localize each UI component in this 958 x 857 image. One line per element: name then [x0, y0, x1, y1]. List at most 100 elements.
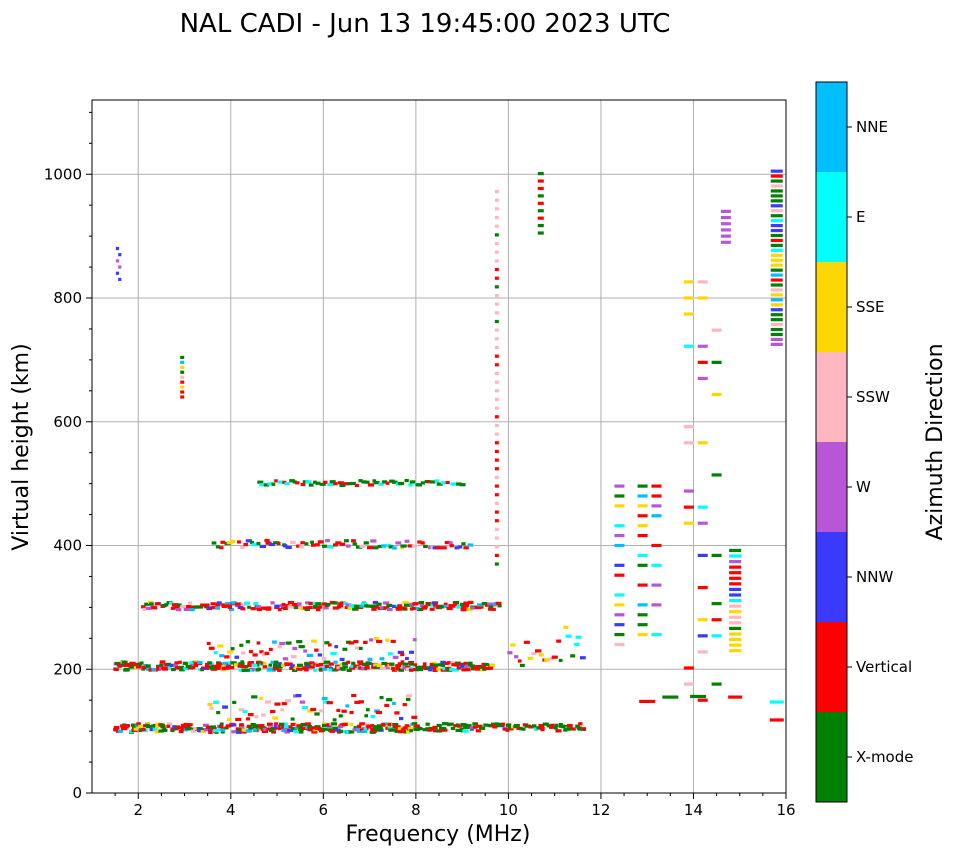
- echo-dash: [246, 717, 250, 721]
- echo-dash: [683, 441, 694, 445]
- echo-dash: [398, 716, 404, 721]
- echo-dash: [268, 663, 273, 667]
- x-tick-label: 4: [226, 801, 236, 819]
- echo-dash: [251, 663, 258, 667]
- echo-dash: [510, 643, 516, 647]
- echo-dash: [446, 606, 453, 611]
- echo-dash: [373, 481, 380, 485]
- echo-dash: [394, 729, 400, 733]
- echo-dash: [463, 601, 470, 605]
- colorbar-frame: [815, 81, 848, 803]
- echo-dash: [491, 723, 496, 728]
- echo-dash: [651, 484, 662, 488]
- echo-dash: [697, 296, 708, 300]
- echo-dash: [287, 600, 295, 605]
- echo-dash: [435, 729, 442, 733]
- echo-dash: [169, 663, 175, 667]
- echo-dash: [494, 389, 499, 393]
- echo-dash: [349, 723, 354, 727]
- echo-dash: [216, 711, 221, 715]
- echo-dash: [339, 542, 346, 546]
- echo-dash: [348, 730, 355, 734]
- echo-dash: [494, 536, 499, 540]
- echo-dash: [238, 708, 245, 712]
- echo-dash: [537, 201, 544, 205]
- echo-dash: [318, 662, 326, 667]
- echo-dash: [412, 602, 419, 606]
- echo-dash: [321, 544, 328, 548]
- echo-dash: [228, 607, 235, 612]
- echo-dash: [402, 726, 409, 730]
- echo-dash: [215, 603, 221, 607]
- echo-dash: [188, 661, 195, 665]
- echo-dash: [339, 657, 345, 662]
- echo-dash: [367, 657, 373, 661]
- echo-dash: [263, 483, 270, 487]
- echo-dash: [711, 682, 722, 686]
- echo-dash: [427, 668, 433, 672]
- echo-dash: [440, 481, 446, 485]
- echo-dash: [285, 641, 292, 645]
- echo-dash: [578, 722, 583, 726]
- echo-dash: [637, 553, 648, 557]
- echo-dash: [720, 234, 731, 238]
- echo-dash: [720, 222, 731, 226]
- echo-dash: [261, 652, 267, 656]
- echo-dash: [427, 728, 433, 732]
- echo-dash: [444, 541, 451, 545]
- echo-dash: [770, 204, 783, 208]
- echo-dash: [440, 663, 446, 667]
- echo-dash: [456, 662, 463, 666]
- echo-dash: [494, 250, 499, 254]
- echo-dash: [178, 660, 182, 664]
- echo-dash: [418, 665, 424, 669]
- echo-dash: [281, 724, 286, 728]
- echo-dash: [300, 482, 306, 487]
- echo-dash: [276, 541, 281, 546]
- echo-dash: [186, 723, 193, 727]
- echo-dash: [452, 600, 460, 605]
- echo-dash: [339, 601, 346, 605]
- echo-dash: [298, 730, 304, 734]
- echo-dash: [133, 727, 140, 731]
- echo-dash: [550, 723, 555, 727]
- echo-dash: [433, 729, 439, 733]
- echo-dash: [426, 603, 433, 607]
- echo-dash: [257, 660, 262, 664]
- echo-dash: [770, 298, 783, 302]
- echo-dash: [368, 638, 374, 642]
- echo-dash: [491, 607, 496, 611]
- echo-dash: [729, 643, 742, 647]
- echo-dash: [542, 722, 549, 726]
- echo-dash: [566, 723, 573, 728]
- echo-dash: [729, 571, 742, 575]
- echo-dash: [417, 540, 422, 544]
- echo-dash: [231, 730, 238, 734]
- echo-dash: [293, 730, 299, 734]
- echo-dash: [206, 606, 213, 610]
- echo-dash: [711, 553, 722, 557]
- echo-dash: [434, 479, 439, 483]
- echo-dash: [770, 332, 783, 337]
- echo-dash: [253, 602, 259, 606]
- echo-dash: [259, 650, 264, 654]
- echo-dash: [729, 565, 742, 569]
- colorbar-swatch-sse: [816, 262, 847, 352]
- echo-dash: [162, 727, 167, 731]
- echo-dash: [494, 207, 499, 211]
- echo-dash: [729, 593, 742, 597]
- echo-dash: [494, 259, 499, 263]
- echo-dash: [230, 661, 237, 665]
- echo-dash: [770, 268, 783, 272]
- echo-dash: [494, 233, 499, 237]
- echo-dash: [349, 710, 354, 715]
- echo-dash: [453, 663, 459, 667]
- echo-dash: [391, 666, 396, 670]
- echo-dash: [637, 524, 648, 528]
- echo-dash: [270, 660, 277, 664]
- echo-dash: [247, 605, 251, 609]
- echo-dash: [402, 601, 409, 605]
- echo-dash: [280, 708, 285, 712]
- echo-dash: [241, 730, 247, 734]
